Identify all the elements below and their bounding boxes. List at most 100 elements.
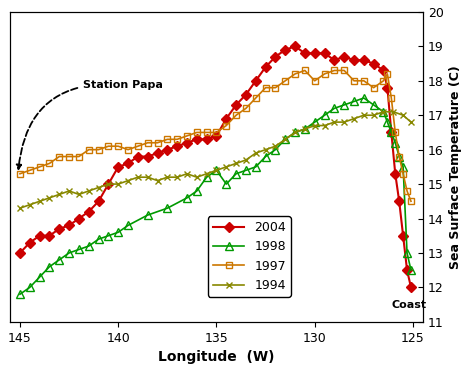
1994 — [86, 189, 91, 193]
2004 — [115, 165, 121, 169]
1997 — [371, 85, 377, 90]
1998 — [361, 96, 367, 100]
1998 — [332, 106, 337, 111]
1997 — [361, 79, 367, 83]
2004 — [233, 103, 239, 107]
1997 — [86, 147, 91, 152]
1997 — [396, 154, 402, 159]
1998 — [253, 165, 258, 169]
Line: 2004: 2004 — [16, 43, 415, 291]
1997 — [135, 144, 141, 148]
1997 — [174, 137, 180, 142]
1998 — [351, 99, 357, 104]
1998 — [233, 171, 239, 176]
1994 — [391, 109, 396, 114]
1997 — [322, 72, 327, 76]
2004 — [396, 199, 402, 204]
1998 — [312, 120, 318, 124]
2004 — [145, 154, 151, 159]
1997 — [312, 79, 318, 83]
1994 — [341, 120, 347, 124]
1997 — [27, 168, 33, 173]
1994 — [184, 171, 190, 176]
1994 — [56, 192, 62, 197]
1994 — [135, 175, 141, 180]
2004 — [194, 137, 200, 142]
Y-axis label: Sea Surface Temperature (C): Sea Surface Temperature (C) — [449, 65, 462, 269]
1998 — [204, 175, 210, 180]
Text: Coast: Coast — [392, 300, 427, 310]
1997 — [106, 144, 111, 148]
1994 — [37, 199, 43, 204]
1997 — [223, 123, 229, 128]
2004 — [204, 137, 210, 142]
1997 — [404, 189, 410, 193]
1998 — [46, 265, 52, 269]
1998 — [37, 275, 43, 279]
2004 — [322, 51, 327, 56]
2004 — [381, 68, 386, 73]
2004 — [312, 51, 318, 56]
2004 — [184, 141, 190, 145]
1994 — [371, 113, 377, 118]
1994 — [312, 123, 318, 128]
2004 — [282, 47, 288, 52]
1998 — [56, 257, 62, 262]
1994 — [165, 175, 170, 180]
1994 — [155, 178, 160, 183]
1997 — [155, 141, 160, 145]
1994 — [332, 120, 337, 124]
1997 — [272, 85, 278, 90]
1997 — [56, 154, 62, 159]
1997 — [17, 171, 23, 176]
1994 — [361, 113, 367, 118]
1997 — [184, 134, 190, 138]
2004 — [302, 51, 308, 56]
1998 — [86, 244, 91, 248]
2004 — [66, 223, 72, 228]
1998 — [106, 233, 111, 238]
1997 — [282, 79, 288, 83]
2004 — [46, 233, 52, 238]
2004 — [17, 251, 23, 255]
2004 — [408, 285, 414, 290]
1998 — [145, 213, 151, 217]
1994 — [194, 175, 200, 180]
Text: Station Papa: Station Papa — [17, 80, 163, 169]
2004 — [243, 92, 249, 97]
1998 — [194, 189, 200, 193]
1998 — [272, 147, 278, 152]
1997 — [393, 130, 398, 135]
1997 — [388, 96, 394, 100]
2004 — [76, 216, 82, 221]
1998 — [214, 168, 219, 173]
1994 — [243, 158, 249, 162]
1994 — [381, 109, 386, 114]
1998 — [282, 137, 288, 142]
2004 — [292, 44, 298, 49]
1998 — [115, 230, 121, 234]
2004 — [393, 171, 398, 176]
1997 — [401, 171, 406, 176]
1994 — [76, 192, 82, 197]
1997 — [96, 147, 101, 152]
2004 — [361, 58, 367, 62]
1998 — [393, 141, 398, 145]
1998 — [371, 103, 377, 107]
1998 — [17, 292, 23, 296]
1994 — [66, 189, 72, 193]
1998 — [165, 206, 170, 210]
Legend: 2004, 1998, 1997, 1994: 2004, 1998, 1997, 1994 — [208, 216, 291, 297]
1997 — [408, 199, 414, 204]
1994 — [401, 113, 406, 118]
1998 — [381, 109, 386, 114]
Line: 1997: 1997 — [16, 67, 415, 205]
1998 — [125, 223, 131, 228]
1994 — [263, 147, 268, 152]
1998 — [385, 120, 390, 124]
1994 — [223, 165, 229, 169]
1997 — [385, 72, 390, 76]
2004 — [27, 240, 33, 245]
2004 — [401, 233, 406, 238]
1994 — [17, 206, 23, 210]
